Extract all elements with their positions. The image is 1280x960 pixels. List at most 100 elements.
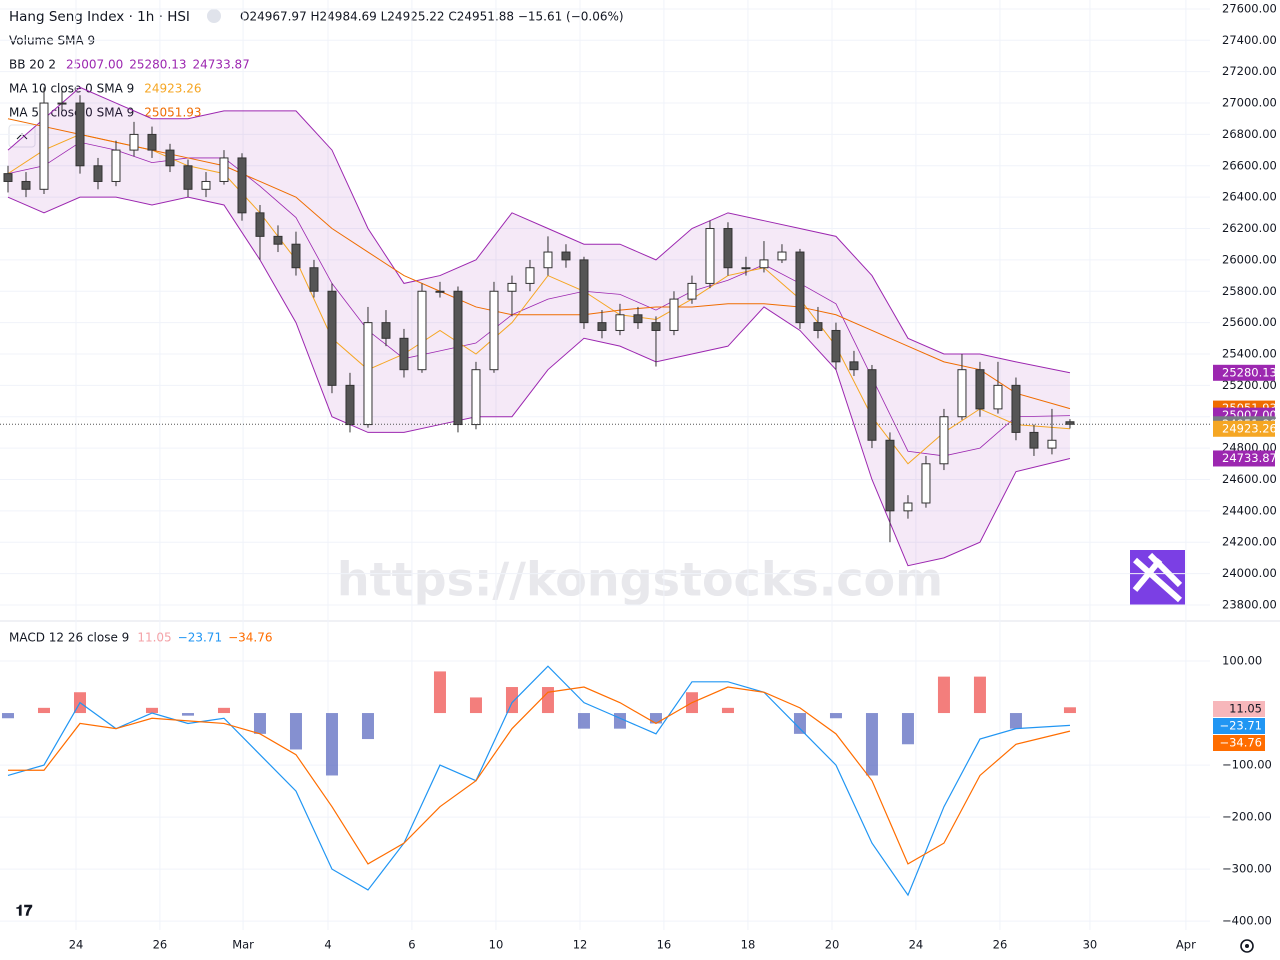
histogram-bar (181, 713, 194, 716)
ma10-label: 24923.26 (1222, 421, 1277, 435)
histogram-bar (613, 713, 626, 729)
y-tick-label: 27600.00 (1222, 1, 1277, 15)
candle-body (1047, 439, 1057, 449)
signal-value: −34.76 (228, 631, 272, 645)
y-tick-label: 26200.00 (1222, 221, 1277, 235)
candle-body (939, 416, 949, 465)
candle-body (1065, 421, 1075, 425)
histogram-bar (973, 676, 986, 714)
y-tick-label: 25200.00 (1222, 378, 1277, 392)
y-tick-label: −100.00 (1222, 758, 1272, 772)
y-tick-label: −400.00 (1222, 914, 1272, 928)
signal-line (7, 686, 1071, 865)
candle-body (633, 314, 643, 324)
candle-body (777, 251, 787, 261)
histogram-bar (577, 713, 590, 729)
histogram-bar (469, 697, 482, 714)
histogram-bar (325, 713, 338, 776)
bb-upper-label: 25280.13 (1222, 365, 1277, 379)
candle-body (21, 180, 31, 190)
y-tick-label: 27400.00 (1222, 33, 1277, 47)
bb-upper-badge (1213, 364, 1275, 381)
logo (1130, 550, 1185, 605)
y-tick-label: −200.00 (1222, 810, 1272, 824)
y-tick-label: 26400.00 (1222, 190, 1277, 204)
histogram-bar (505, 687, 518, 714)
candle-body (1011, 384, 1021, 433)
y-tick-label: 26600.00 (1222, 158, 1277, 172)
histogram-bar (829, 713, 842, 719)
bb-upper (7, 86, 1071, 374)
x-tick-label: 20 (825, 938, 840, 952)
x-tick-label: 30 (1083, 938, 1098, 952)
histogram-bar (433, 671, 446, 714)
histogram-bar (361, 713, 374, 740)
candle-body (309, 267, 319, 292)
histogram-bar (253, 713, 266, 734)
candle-body (705, 228, 715, 284)
candle-body (57, 102, 67, 105)
x-tick-label: 26 (993, 938, 1008, 952)
y-tick-label: 24200.00 (1222, 535, 1277, 549)
x-tick-label: 10 (489, 938, 504, 952)
candle-body (273, 235, 283, 245)
candle-body (147, 133, 157, 151)
candle-body (75, 102, 85, 167)
ohlc-text: O24967.97 H24984.69 L24925.22 C24951.88 … (240, 10, 624, 24)
candle-body (507, 282, 517, 292)
bb-lower-label: 24733.87 (1222, 451, 1277, 465)
histogram-bar (865, 713, 878, 776)
candle-body (615, 314, 625, 331)
candle-body (417, 290, 427, 371)
x-tick-label: 16 (657, 938, 672, 952)
candle-body (543, 251, 553, 269)
histogram-badge-label: 11.05 (1229, 702, 1262, 716)
candle-body (291, 243, 301, 269)
candle-body (561, 251, 571, 261)
candle-body (39, 102, 49, 190)
histogram-bar (721, 707, 734, 714)
y-tick-label: 25400.00 (1222, 346, 1277, 360)
status-dot (207, 9, 221, 23)
histogram-bar (901, 713, 914, 745)
candle-body (255, 212, 265, 237)
candle-body (687, 282, 697, 300)
candle-body (1029, 431, 1039, 449)
candle-body (111, 149, 121, 182)
y-tick-label: 27000.00 (1222, 96, 1277, 110)
candle-body (3, 173, 13, 182)
histogram-bar (649, 713, 662, 724)
candle-body (813, 322, 823, 331)
y-tick-label: 26000.00 (1222, 252, 1277, 266)
candle-body (741, 267, 751, 270)
collapse-button[interactable] (8, 124, 36, 148)
candle-body (975, 369, 985, 410)
indicator-name: BB 20 2 (9, 58, 56, 72)
candle-body (399, 337, 409, 371)
histogram-bar (793, 713, 806, 734)
x-tick-label: 4 (324, 938, 331, 952)
candle-body (471, 369, 481, 426)
histogram-bar (289, 713, 302, 750)
histogram-bar (1063, 707, 1076, 714)
y-tick-label: −300.00 (1222, 862, 1272, 876)
candle-body (921, 463, 931, 504)
ma10-line (7, 133, 1070, 465)
candle-body (849, 361, 859, 371)
svg-text:𝟏𝟕: 𝟏𝟕 (16, 902, 33, 920)
y-tick-label: 25600.00 (1222, 315, 1277, 329)
candle-body (795, 251, 805, 324)
y-tick-label: 24400.00 (1222, 503, 1277, 517)
y-tick-label: 100.00 (1222, 654, 1262, 668)
macd-value: −23.71 (178, 631, 222, 645)
ma50-line (7, 118, 1071, 410)
y-tick-label: 24600.00 (1222, 472, 1277, 486)
histogram-value: 11.05 (137, 631, 171, 645)
signal-badge (1213, 735, 1265, 751)
candle-body (219, 157, 229, 182)
settings-icon[interactable] (1240, 939, 1254, 953)
x-tick-label: 26 (153, 938, 168, 952)
y-tick-label: 23800.00 (1222, 597, 1277, 611)
bb-fill (7, 87, 1070, 566)
candle-body (183, 165, 193, 190)
